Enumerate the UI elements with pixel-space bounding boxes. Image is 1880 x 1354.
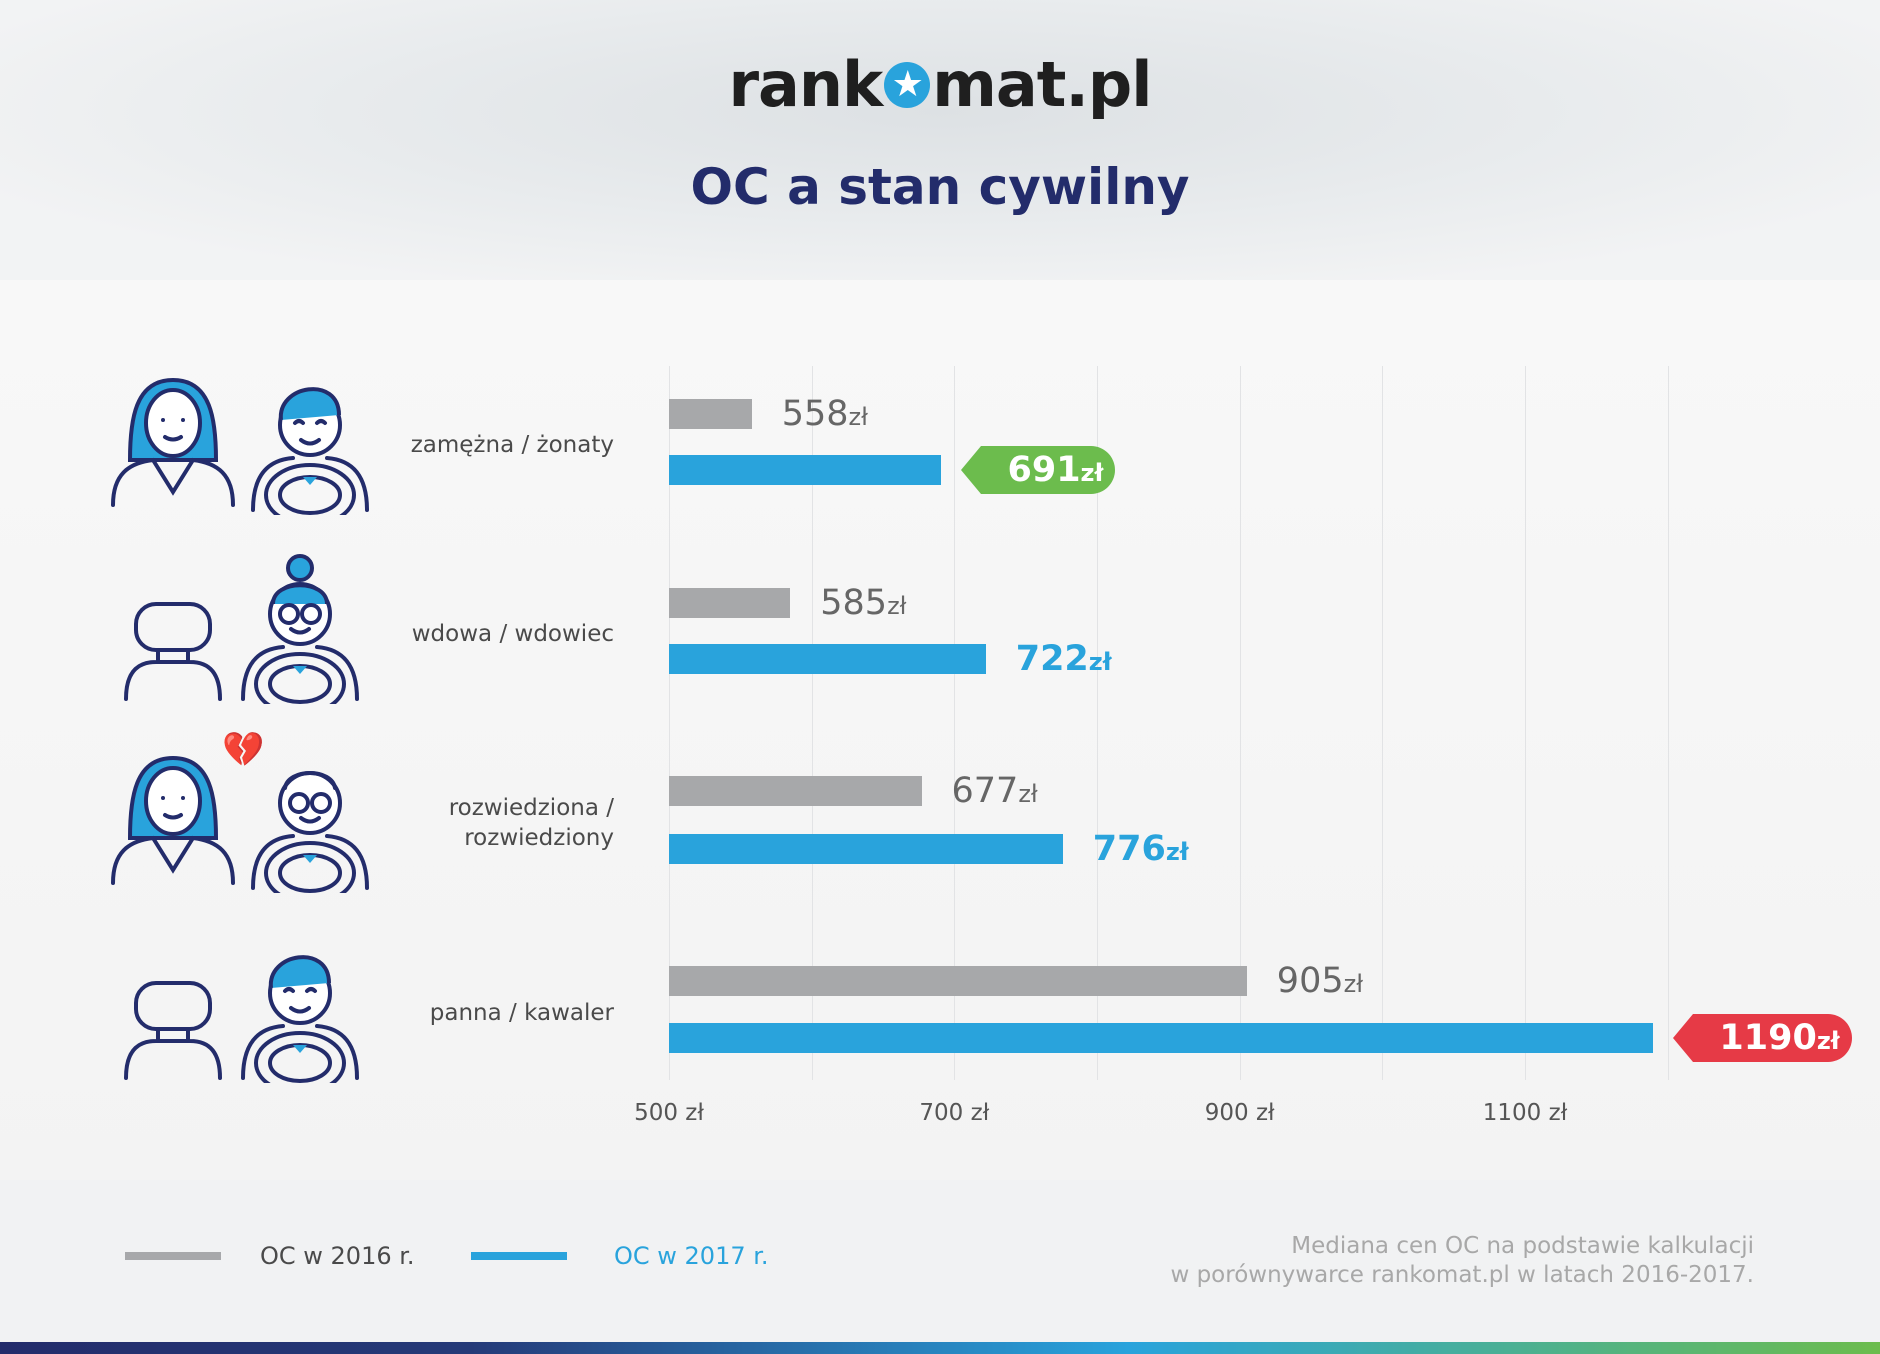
value-unit: zł [887,592,907,620]
x-tick-label: 700 zł [919,1100,990,1126]
value-unit: zł [1343,970,1364,998]
woman-icon [108,743,238,892]
bar-2017 [669,455,942,485]
bar-2017 [669,834,1063,864]
value-label: 558zł [782,394,868,434]
value-unit: zł [848,403,868,431]
woman-icon [108,365,238,514]
legend-label-2017: OC w 2017 r. [614,1242,769,1270]
category-label: wdowa / wdowiec [412,619,614,649]
bar-2016 [669,588,791,618]
gridline [954,366,956,1080]
footer-gradient-bar [0,1342,1880,1354]
value-number: 585 [820,583,888,623]
header-background [0,0,1880,280]
value-label: 585zł [820,583,906,623]
driver-icon [245,365,375,527]
category-label-line: zamężna / żonaty [410,432,614,458]
chart-title: OC a stan cywilny [690,158,1190,216]
x-tick-label: 900 zł [1204,1100,1275,1126]
category-label: panna / kawaler [430,998,614,1028]
legend-label-2016: OC w 2016 r. [260,1242,415,1270]
value-unit: zł [1816,1027,1840,1055]
value-number: 776 [1092,829,1166,869]
footnote: Mediana cen OC na podstawie kalkulacji w … [1170,1232,1754,1290]
gridline [1097,366,1098,1080]
gridline [811,366,813,1080]
value-number: 905 [1276,961,1344,1001]
value-badge: 1190zł [1673,1014,1852,1062]
value-number: 558 [781,394,849,434]
car-seat-icon [118,594,228,708]
category-label-line: rozwiedziony [464,825,614,851]
broken-heart-icon: 💔 [222,730,265,770]
category-label: rozwiedziona / rozwiedziony [449,793,614,853]
x-tick-label: 500 zł [634,1100,704,1126]
value-number: 1190 [1719,1018,1817,1058]
category-label: zamężna / żonaty [411,430,614,460]
bar-2017 [669,1023,1654,1053]
footnote-line: w porównywarce rankomat.pl w latach 2016… [1170,1262,1754,1288]
value-unit: zł [1165,838,1189,866]
value-number: 691 [1007,450,1081,490]
car-seat-icon [118,973,228,1087]
category-label-line: panna / kawaler [429,1000,614,1026]
gridline [1382,366,1384,1080]
value-label: 776zł [1093,829,1189,869]
gridline [1239,366,1241,1080]
driver-icon [245,743,375,905]
legend-swatch-2016 [125,1252,221,1260]
value-unit: zł [1018,780,1038,808]
bar-2016 [669,966,1247,996]
category-label-line: rozwiedziona / [448,795,614,821]
bar-2017 [669,644,986,674]
gridline [1525,366,1526,1080]
value-label: 722zł [1016,639,1112,679]
category-label-line: wdowa / wdowiec [411,621,614,647]
rankomat-logo: rank ★ mat.pl [728,48,1152,121]
value-number: 722 [1015,639,1089,679]
value-badge: 691zł [961,446,1116,494]
bar-2016 [669,399,752,429]
driver-icon [235,554,365,716]
star-icon: ★ [884,61,931,108]
gridline [669,366,670,1080]
value-label: 905zł [1277,961,1363,1001]
legend-swatch-2017 [471,1252,567,1260]
value-unit: zł [1080,459,1104,487]
value-unit: zł [1088,648,1112,676]
footnote-line: Mediana cen OC na podstawie kalkulacji [1291,1233,1754,1259]
bar-2016 [669,776,922,806]
gridline [1667,366,1669,1080]
driver-icon [235,933,365,1095]
x-tick-label: 1100 zł [1482,1100,1568,1126]
value-number: 677 [951,771,1019,811]
value-label: 677zł [952,771,1038,811]
